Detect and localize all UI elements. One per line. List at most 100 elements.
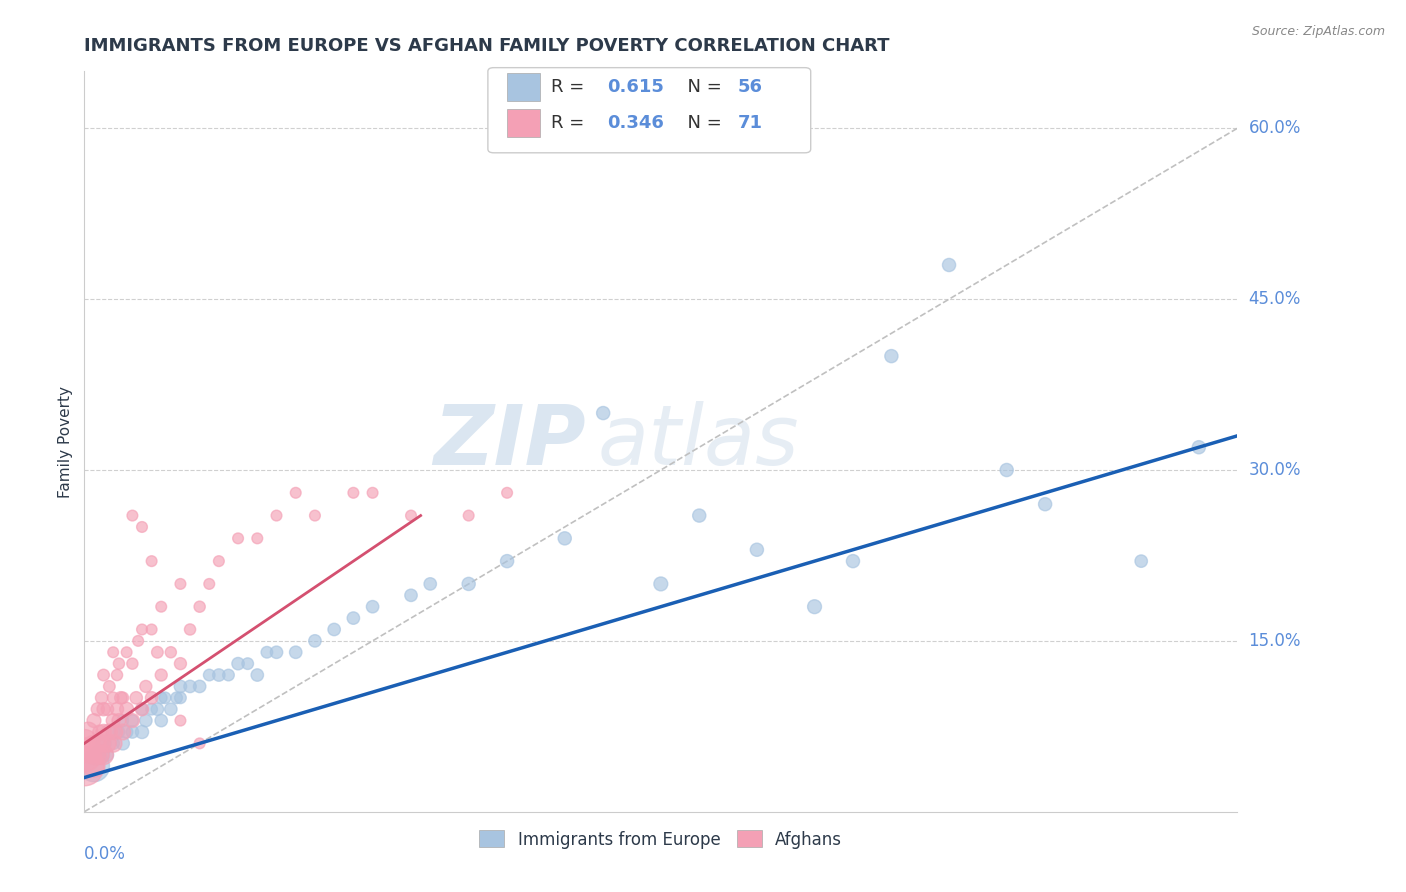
Point — [342, 485, 364, 500]
Point — [179, 623, 201, 637]
Text: 0.346: 0.346 — [606, 114, 664, 132]
Point — [198, 668, 221, 682]
Point — [110, 690, 132, 705]
Point — [125, 690, 148, 705]
Point — [554, 532, 576, 546]
Point — [146, 645, 169, 659]
Point — [688, 508, 710, 523]
Point — [108, 657, 131, 671]
Point — [108, 714, 131, 728]
Point — [169, 577, 191, 591]
Point — [104, 725, 127, 739]
Point — [111, 690, 134, 705]
Point — [121, 508, 143, 523]
Point — [208, 668, 231, 682]
Point — [169, 690, 191, 705]
Point — [179, 680, 201, 694]
Point — [284, 485, 307, 500]
Point — [496, 554, 519, 568]
Point — [96, 736, 118, 750]
Point — [108, 725, 131, 739]
Point — [83, 759, 105, 773]
Text: 56: 56 — [738, 78, 763, 95]
Point — [89, 725, 111, 739]
Text: 45.0%: 45.0% — [1249, 290, 1301, 308]
Point — [399, 508, 422, 523]
Point — [218, 668, 240, 682]
Point — [141, 690, 163, 705]
Point — [169, 680, 191, 694]
Point — [1130, 554, 1153, 568]
Point — [256, 645, 278, 659]
Point — [284, 645, 307, 659]
Point — [73, 759, 96, 773]
Point — [98, 680, 121, 694]
Point — [96, 702, 118, 716]
Point — [93, 668, 115, 682]
Point — [150, 714, 173, 728]
Point — [93, 736, 115, 750]
Point — [131, 725, 153, 739]
Point — [266, 508, 288, 523]
Point — [160, 702, 183, 716]
Point — [121, 725, 143, 739]
Point — [90, 690, 112, 705]
Point — [153, 690, 176, 705]
Point — [169, 657, 191, 671]
Point — [141, 554, 163, 568]
Point — [166, 690, 188, 705]
Text: atlas: atlas — [598, 401, 799, 482]
Text: R =: R = — [551, 78, 591, 95]
Point — [188, 680, 211, 694]
Point — [77, 725, 100, 739]
Y-axis label: Family Poverty: Family Poverty — [58, 385, 73, 498]
Point — [131, 702, 153, 716]
Point — [169, 714, 191, 728]
Text: 0.0%: 0.0% — [84, 845, 127, 863]
Point — [135, 714, 157, 728]
Point — [457, 577, 479, 591]
Point — [141, 623, 163, 637]
Point — [80, 736, 103, 750]
Point — [103, 725, 124, 739]
Point — [150, 690, 173, 705]
Point — [198, 577, 221, 591]
Point — [842, 554, 865, 568]
Point — [496, 485, 519, 500]
Point — [121, 714, 143, 728]
Text: 60.0%: 60.0% — [1249, 120, 1301, 137]
Point — [1033, 497, 1056, 511]
Point — [93, 725, 115, 739]
Text: IMMIGRANTS FROM EUROPE VS AFGHAN FAMILY POVERTY CORRELATION CHART: IMMIGRANTS FROM EUROPE VS AFGHAN FAMILY … — [84, 37, 890, 54]
Text: 30.0%: 30.0% — [1249, 461, 1301, 479]
Point — [803, 599, 825, 614]
Bar — [508, 73, 540, 101]
Point — [188, 599, 211, 614]
Point — [650, 577, 672, 591]
Point — [103, 736, 124, 750]
Point — [79, 747, 101, 762]
Point — [323, 623, 346, 637]
Text: 15.0%: 15.0% — [1249, 632, 1301, 650]
Point — [342, 611, 364, 625]
Point — [115, 702, 138, 716]
Legend: Immigrants from Europe, Afghans: Immigrants from Europe, Afghans — [472, 823, 849, 855]
Point — [150, 668, 173, 682]
Point — [115, 725, 138, 739]
Point — [111, 725, 134, 739]
Point — [98, 725, 121, 739]
Point — [103, 714, 124, 728]
Text: R =: R = — [551, 114, 591, 132]
Point — [105, 702, 128, 716]
Point — [938, 258, 960, 272]
Point — [90, 736, 112, 750]
Point — [208, 554, 231, 568]
Point — [592, 406, 614, 420]
Point — [135, 680, 157, 694]
Point — [89, 747, 111, 762]
Point — [246, 532, 269, 546]
Point — [103, 645, 124, 659]
Point — [304, 633, 326, 648]
Point — [105, 668, 128, 682]
Text: Source: ZipAtlas.com: Source: ZipAtlas.com — [1251, 25, 1385, 38]
